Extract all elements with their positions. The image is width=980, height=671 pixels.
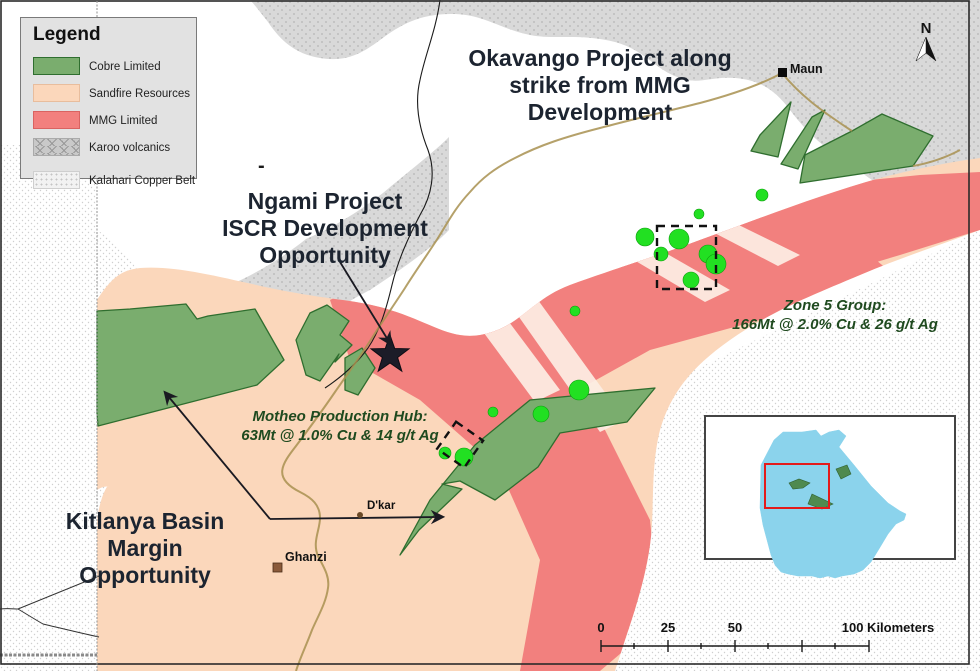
svg-text:-: - — [258, 155, 265, 177]
svg-text:25: 25 — [661, 620, 675, 635]
svg-text:100 Kilometers: 100 Kilometers — [842, 620, 935, 635]
svg-text:N: N — [921, 20, 932, 37]
svg-text:0: 0 — [597, 620, 604, 635]
svg-text:50: 50 — [728, 620, 742, 635]
